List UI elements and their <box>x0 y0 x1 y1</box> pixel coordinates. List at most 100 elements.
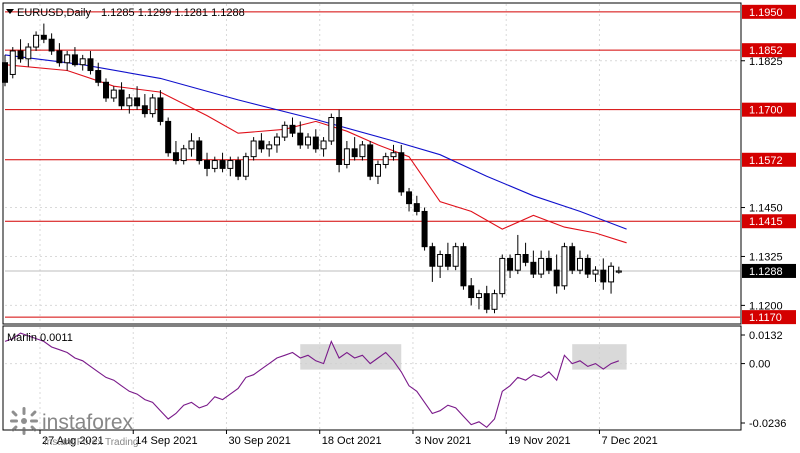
bear-candle-body <box>118 89 125 107</box>
price-tick-label: 1.1450 <box>749 203 783 215</box>
bear-candle-body <box>398 152 405 193</box>
price-level-label: 1.1950 <box>749 7 783 19</box>
price-level-badge <box>742 43 796 58</box>
indicator-panel <box>2 325 742 431</box>
bear-candle-body <box>17 50 24 60</box>
bull-candle-body <box>110 89 117 99</box>
bear-candle-body <box>421 210 428 248</box>
oscillator-tick-label: -0.0236 <box>749 418 786 430</box>
bear-candle-body <box>103 81 110 99</box>
bull-candle-body <box>250 140 257 158</box>
bear-candle-body <box>258 140 265 150</box>
bull-candle-body <box>437 254 444 267</box>
bull-candle-body <box>576 257 583 271</box>
current-price-label: 1.1288 <box>749 266 783 278</box>
time-tick-label: 19 Nov 2021 <box>508 435 570 447</box>
price-level-label: 1.1852 <box>749 45 783 57</box>
bull-candle-body <box>126 97 133 107</box>
bull-candle-body <box>608 265 615 283</box>
instaforex-logo: instaforex Instant Forex Trading <box>10 407 139 448</box>
bull-candle-body <box>592 269 599 275</box>
bear-candle-body <box>235 160 242 177</box>
bear-candle-body <box>172 152 179 162</box>
bull-candle-body <box>475 293 482 299</box>
bull-candle-body <box>211 160 218 169</box>
bull-candle-body <box>25 46 32 60</box>
watermark-tagline: Instant Forex Trading <box>44 437 139 448</box>
bull-candle-body <box>561 246 568 287</box>
bear-candle-body <box>483 293 490 310</box>
time-tick-label: 27 Aug 2021 <box>42 435 104 447</box>
bull-candle-body <box>149 97 156 115</box>
bull-candle-body <box>499 257 506 295</box>
bear-candle-body <box>367 144 374 177</box>
bear-candle-body <box>530 261 537 275</box>
bear-candle-body <box>468 285 475 299</box>
instaforex-logo-icon <box>10 407 38 435</box>
bear-candle-body <box>553 269 560 287</box>
oscillator-tick-label: 0.0132 <box>749 330 783 342</box>
bull-candle-body <box>390 152 397 158</box>
moving-averages <box>4 54 627 244</box>
bull-candle-body <box>320 140 327 150</box>
grid <box>5 4 740 429</box>
marlin-oscillator-line <box>4 332 619 429</box>
ohlc-values: 1.1285 1.1299 1.1281 1.1288 <box>101 7 245 19</box>
bull-candle-body <box>33 34 40 48</box>
bull-candle-body <box>273 136 280 146</box>
price-level-label: 1.1572 <box>749 155 783 167</box>
bear-candle-body <box>429 246 436 267</box>
bear-candle-body <box>87 58 94 72</box>
bull-candle-body <box>188 140 195 150</box>
bull-candle-body <box>305 136 312 146</box>
bull-candle-body <box>266 144 273 150</box>
time-tick-label: 18 Oct 2021 <box>322 435 382 447</box>
bear-candle-body <box>48 38 55 52</box>
bull-candle-body <box>491 293 498 310</box>
bear-candle-body <box>584 257 591 275</box>
bear-candle-body <box>312 136 319 150</box>
bull-candle-body <box>242 156 249 177</box>
price-level-label: 1.1170 <box>749 312 782 324</box>
bull-candle-body <box>328 117 335 142</box>
oscillator-highlight-zone <box>572 344 627 370</box>
bull-candle-body <box>343 148 350 165</box>
bear-candle-body <box>413 203 420 212</box>
slow-ma-line <box>4 54 627 230</box>
price-level-badge <box>742 4 796 19</box>
fast-ma-line <box>4 64 627 244</box>
bear-candle-body <box>204 160 211 169</box>
bear-candle-body <box>134 97 141 107</box>
bull-candle-body <box>452 246 459 267</box>
bear-candle-body <box>297 132 304 146</box>
time-tick-label: 30 Sep 2021 <box>228 435 290 447</box>
collapse-triangle-icon[interactable] <box>6 9 14 14</box>
bull-candle-body <box>79 58 86 66</box>
bear-candle-body <box>545 257 552 271</box>
price-tick-label: 1.1825 <box>749 56 783 68</box>
bull-candle-body <box>514 254 521 271</box>
bear-candle-body <box>569 246 576 271</box>
bear-candle-body <box>165 120 172 154</box>
price-levels <box>5 11 740 318</box>
bear-candle-body <box>406 191 413 205</box>
oscillator-highlight-zone <box>300 344 402 370</box>
indicator-title: Marlin 0.0011 <box>7 332 73 344</box>
price-axis: 1.1825 1.1450 1.1325 1.1200 1.1950 1.1852 1.17… <box>741 4 796 430</box>
watermark-brand: instaforex <box>42 411 134 434</box>
bull-candle-body <box>9 50 16 75</box>
price-tick-label: 1.1325 <box>749 251 783 263</box>
oscillator <box>4 332 619 429</box>
bear-candle-body <box>95 70 102 83</box>
bull-candle-body <box>374 163 381 177</box>
time-tick-label: 14 Sep 2021 <box>135 435 197 447</box>
bear-candle-body <box>351 148 358 158</box>
bull-candle-body <box>281 124 288 138</box>
price-level-badge <box>742 214 796 229</box>
bear-candle-body <box>600 269 607 283</box>
bear-candle-body <box>507 257 514 271</box>
time-tick-label: 7 Dec 2021 <box>601 435 657 447</box>
highlight-zones <box>300 344 627 370</box>
bear-candle-body <box>71 54 78 66</box>
